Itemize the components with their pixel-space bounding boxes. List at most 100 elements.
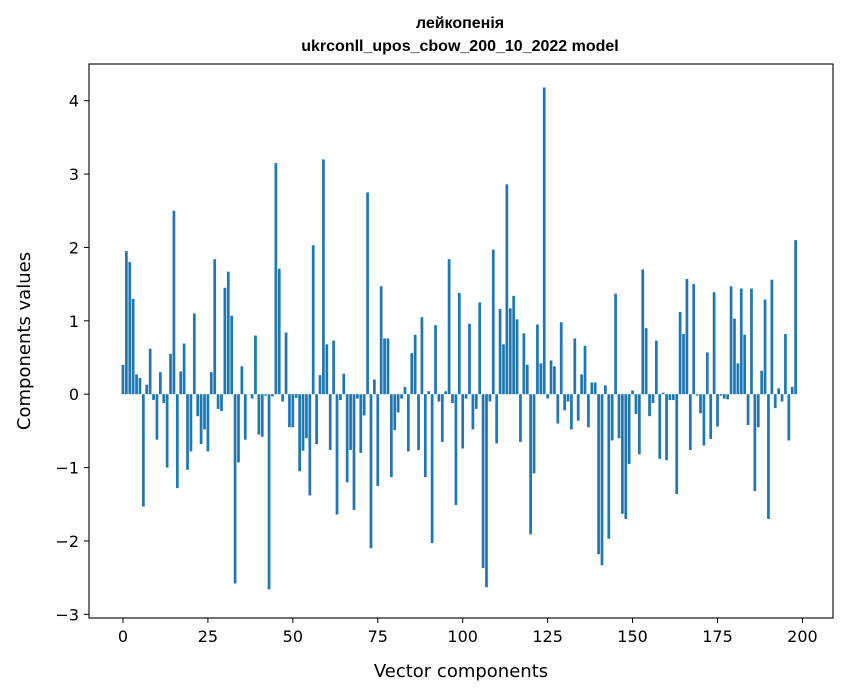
bar-138: [590, 382, 594, 395]
bar-186: [753, 394, 757, 492]
bar-96: [447, 259, 451, 395]
x-tick-label: 25: [198, 627, 218, 646]
bar-48: [284, 332, 288, 395]
bar-196: [787, 394, 791, 441]
bar-45: [274, 163, 278, 395]
bar-104: [474, 394, 478, 409]
bar-56: [311, 245, 315, 395]
bar-147: [621, 394, 624, 514]
bar-23: [199, 394, 203, 445]
bar-87: [417, 394, 420, 450]
bar-172: [705, 352, 709, 395]
bar-60: [325, 344, 329, 395]
bar-24: [203, 394, 206, 430]
bar-66: [345, 394, 349, 483]
bar-141: [600, 394, 604, 566]
bar-36: [243, 394, 247, 440]
bar-6: [142, 394, 145, 507]
bar-46: [277, 268, 281, 395]
bar-40: [257, 394, 261, 435]
x-tick-label: 100: [447, 627, 478, 646]
bar-27: [213, 259, 217, 395]
bar-107: [485, 394, 488, 588]
bar-22: [196, 394, 200, 417]
bar-62: [332, 340, 335, 395]
bar-32: [230, 315, 234, 395]
bar-145: [614, 293, 617, 395]
bar-114: [508, 308, 512, 395]
bar-193: [777, 388, 780, 395]
bar-121: [532, 394, 536, 474]
bar-135: [580, 374, 583, 395]
bar-120: [529, 394, 532, 535]
bar-25: [206, 394, 210, 452]
bar-97: [451, 394, 454, 404]
bar-68: [352, 394, 356, 511]
bar-71: [362, 394, 366, 416]
y-tick-label: −3: [55, 605, 79, 624]
bar-79: [390, 394, 393, 478]
bar-198: [794, 240, 797, 395]
bar-150: [631, 390, 634, 395]
bar-44: [271, 394, 274, 397]
bar-124: [542, 87, 546, 395]
bar-28: [216, 394, 220, 409]
bar-64: [339, 394, 342, 401]
bar-110: [495, 394, 499, 444]
bar-119: [525, 364, 529, 395]
y-tick-label: −2: [55, 532, 79, 551]
bar-139: [593, 382, 597, 395]
bar-58: [318, 375, 322, 395]
bar-176: [719, 394, 723, 396]
bar-73: [369, 394, 373, 549]
bar-57: [315, 394, 318, 445]
bar-178: [726, 394, 730, 400]
y-tick-label: 1: [69, 312, 79, 331]
y-tick-label: −1: [55, 459, 79, 478]
bar-34: [237, 394, 240, 463]
bar-126: [549, 360, 553, 395]
bar-17: [179, 371, 183, 395]
bar-142: [604, 385, 607, 395]
bar-161: [668, 394, 672, 401]
bar-171: [702, 394, 706, 446]
y-tick-label: 4: [69, 92, 79, 111]
bar-43: [267, 394, 271, 590]
bar-82: [400, 394, 403, 399]
bar-191: [770, 279, 774, 395]
bar-116: [515, 319, 519, 395]
bar-173: [709, 394, 713, 439]
bar-1: [125, 251, 128, 395]
bar-125: [546, 394, 549, 399]
bar-166: [685, 279, 689, 395]
bar-100: [461, 394, 465, 449]
bar-33: [233, 394, 237, 584]
bar-67: [349, 394, 352, 450]
bar-55: [308, 394, 312, 496]
bar-14: [169, 353, 172, 395]
bar-149: [627, 394, 631, 464]
bar-84: [406, 394, 410, 452]
bar-49: [288, 394, 291, 428]
bar-163: [675, 394, 679, 494]
bar-156: [651, 394, 655, 404]
bar-148: [624, 394, 628, 519]
bar-146: [617, 394, 621, 439]
bar-30: [223, 287, 227, 395]
bar-72: [366, 192, 369, 395]
bar-144: [610, 394, 614, 441]
bar-162: [671, 394, 675, 401]
bar-180: [733, 318, 736, 395]
bar-83: [403, 386, 407, 395]
bar-130: [563, 394, 566, 411]
bar-85: [410, 353, 414, 395]
bar-15: [172, 210, 176, 395]
bar-181: [736, 363, 740, 395]
bar-9: [152, 394, 155, 401]
bar-89: [423, 394, 427, 478]
bar-194: [780, 394, 784, 402]
bar-118: [522, 333, 526, 395]
bar-81: [396, 394, 400, 413]
bar-133: [573, 338, 577, 395]
